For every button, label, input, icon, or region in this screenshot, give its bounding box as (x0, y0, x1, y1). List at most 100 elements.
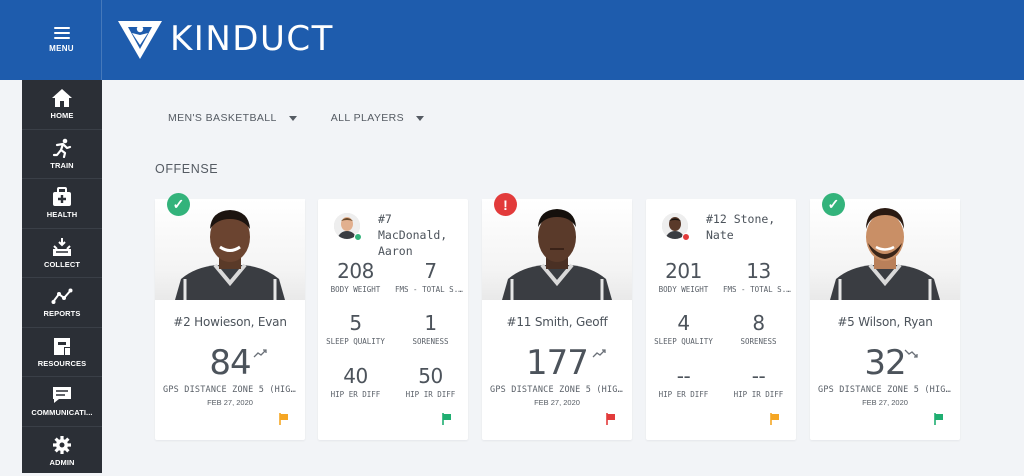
sidebar-item-admin[interactable]: ADMIN (22, 427, 102, 476)
app-logo[interactable]: KINDUCT (118, 18, 334, 60)
metric-date: FEB 27, 2020 (155, 398, 305, 407)
stat-sleep-quality: 5 SLEEP QUALITY (318, 311, 393, 346)
presence-alert-icon (682, 233, 690, 241)
hamburger-icon (54, 27, 70, 39)
caret-down-icon (416, 116, 424, 121)
flag-icon[interactable] (279, 413, 289, 425)
stat-label: SLEEP QUALITY (646, 337, 721, 346)
stat-value: 13 (721, 259, 796, 283)
stat-label: HIP ER DIFF (318, 390, 393, 399)
stat-soreness: 1 SORENESS (393, 311, 468, 346)
trend-up-icon (253, 349, 267, 358)
player-name[interactable]: #2 Howieson, Evan (155, 315, 305, 329)
kinduct-logo-icon (118, 19, 162, 59)
players-dropdown-value: ALL PLAYERS (331, 112, 404, 124)
stat-label: SORENESS (393, 337, 468, 346)
player-stats-card[interactable]: #7 MacDonald, Aaron 208 BODY WEIGHT 7 FMS … (318, 199, 468, 440)
reports-icon (51, 286, 73, 306)
status-ok-icon: ✓ (167, 193, 190, 216)
sidebar-item-label: COLLECT (44, 260, 80, 269)
sidebar-item-reports[interactable]: REPORTS (22, 278, 102, 328)
stat-label: SORENESS (721, 337, 796, 346)
metric-date: FEB 27, 2020 (810, 398, 960, 407)
stat-value: 208 (318, 259, 393, 283)
stat-value: 8 (721, 311, 796, 335)
flag-icon[interactable] (606, 413, 616, 425)
stat-label: BODY WEIGHT (646, 285, 721, 294)
stat-body-weight: 208 BODY WEIGHT (318, 259, 393, 294)
run-icon (51, 138, 73, 158)
status-ok-icon: ✓ (822, 193, 845, 216)
trend-up-icon (592, 349, 606, 358)
sidebar-item-label: REPORTS (44, 309, 81, 318)
stat-body-weight: 201 BODY WEIGHT (646, 259, 721, 294)
player-card[interactable]: ! #11 Smith, Geoff 177 GPS DISTANCE ZONE… (482, 199, 632, 440)
stat-label: BODY WEIGHT (318, 285, 393, 294)
metric-date: FEB 27, 2020 (482, 398, 632, 407)
stat-value: 7 (393, 259, 468, 283)
sidebar-item-label: TRAIN (50, 161, 73, 170)
stat-value: -- (721, 364, 796, 388)
stat-hip-ir-diff: -- HIP IR DIFF (721, 364, 796, 399)
stat-value: 5 (318, 311, 393, 335)
stat-label: HIP IR DIFF (721, 390, 796, 399)
filter-bar: MEN'S BASKETBALL ALL PLAYERS (168, 112, 424, 124)
player-name[interactable]: #7 MacDonald, Aaron (378, 211, 466, 259)
gear-icon (51, 435, 73, 455)
stat-value: 201 (646, 259, 721, 283)
stat-label: HIP IR DIFF (393, 390, 468, 399)
sidebar-item-collect[interactable]: COLLECT (22, 229, 102, 279)
caret-down-icon (289, 116, 297, 121)
team-dropdown[interactable]: MEN'S BASKETBALL (168, 112, 297, 124)
section-title: OFFENSE (155, 162, 218, 176)
team-dropdown-value: MEN'S BASKETBALL (168, 112, 277, 124)
stat-label: SLEEP QUALITY (318, 337, 393, 346)
resources-icon (51, 336, 73, 356)
trend-down-icon (904, 349, 918, 358)
player-card[interactable]: ✓ #5 Wilson, Ryan 32 GPS DISTANCE ZONE 5… (810, 199, 960, 440)
metric-value: 84 (155, 343, 305, 383)
status-alert-icon: ! (494, 193, 517, 216)
stat-hip-er-diff: 40 HIP ER DIFF (318, 364, 393, 399)
player-name[interactable]: #11 Smith, Geoff (482, 315, 632, 329)
player-card[interactable]: ✓ #2 Howieson, Evan 84 GPS DISTANCE ZONE… (155, 199, 305, 440)
sidebar-item-label: HOME (51, 111, 74, 120)
stat-label: HIP ER DIFF (646, 390, 721, 399)
flag-icon[interactable] (770, 413, 780, 425)
player-name[interactable]: #5 Wilson, Ryan (810, 315, 960, 329)
sidebar: HOME TRAIN HEALTH COLLECT REPORTS RESOUR… (22, 80, 102, 473)
stat-hip-er-diff: -- HIP ER DIFF (646, 364, 721, 399)
metric-value: 32 (810, 343, 960, 383)
stat-fms-total: 7 FMS - TOTAL S... (393, 259, 468, 294)
stat-value: 1 (393, 311, 468, 335)
metric-value: 177 (482, 343, 632, 383)
flag-icon[interactable] (442, 413, 452, 425)
app-name: KINDUCT (170, 19, 334, 59)
sidebar-item-health[interactable]: HEALTH (22, 179, 102, 229)
stat-hip-ir-diff: 50 HIP IR DIFF (393, 364, 468, 399)
sidebar-item-communications[interactable]: COMMUNICATI... (22, 377, 102, 427)
player-name[interactable]: #12 Stone, Nate (706, 211, 794, 243)
players-dropdown[interactable]: ALL PLAYERS (331, 112, 424, 124)
top-bar: MENU KINDUCT (0, 0, 1024, 80)
menu-button[interactable]: MENU (22, 0, 102, 80)
flag-icon[interactable] (934, 413, 944, 425)
sidebar-item-home[interactable]: HOME (22, 80, 102, 130)
sidebar-item-label: COMMUNICATI... (31, 408, 92, 417)
chat-icon (51, 385, 73, 405)
stat-value: -- (646, 364, 721, 388)
sidebar-item-resources[interactable]: RESOURCES (22, 328, 102, 378)
stat-value: 4 (646, 311, 721, 335)
stat-value: 50 (393, 364, 468, 388)
stat-value: 40 (318, 364, 393, 388)
medkit-icon (51, 187, 73, 207)
home-icon (51, 88, 73, 108)
metric-label: GPS DISTANCE ZONE 5 (HIGH... (490, 385, 624, 395)
stat-label: FMS - TOTAL S... (393, 285, 468, 294)
menu-label: MENU (49, 44, 74, 53)
sidebar-item-train[interactable]: TRAIN (22, 130, 102, 180)
collect-icon (51, 237, 73, 257)
sidebar-item-label: RESOURCES (38, 359, 86, 368)
presence-ok-icon (354, 233, 362, 241)
